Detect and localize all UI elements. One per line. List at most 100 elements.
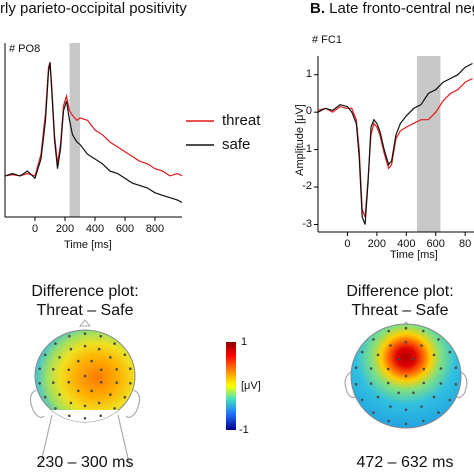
electrode-dot — [404, 408, 408, 412]
topomap-a-nose-icon — [78, 319, 92, 327]
electrode-dot — [432, 395, 436, 399]
electrode-dot — [68, 334, 71, 338]
electrode-dot — [97, 401, 101, 405]
electrode-dot — [404, 340, 408, 344]
panel-b-title: B. Late fronto-central neg — [310, 0, 474, 17]
topomap-b-left-ear-icon — [344, 371, 357, 399]
colorbar-unit-label: [μV] — [241, 380, 261, 392]
electrode-dot — [99, 414, 102, 418]
panel-a-plot — [4, 43, 183, 221]
electrode-dot — [109, 356, 112, 359]
panel-a-x-tick-label: 400 — [85, 223, 105, 235]
electrode-dot — [90, 359, 93, 363]
electrode-dot — [54, 407, 57, 410]
electrode-dot — [448, 398, 452, 402]
electrode-dot — [420, 344, 423, 347]
panel-a-threat-line — [4, 62, 183, 177]
topomap-a-head-base — [35, 410, 135, 422]
electrode-dot — [43, 353, 47, 357]
legend-threat-label: threat — [222, 112, 261, 129]
electrode-dot — [115, 368, 118, 371]
topomap-b — [344, 321, 468, 429]
electrode-dot — [387, 419, 391, 423]
topomap-a-right-ear-icon — [125, 389, 141, 418]
electrode-dot — [67, 380, 71, 384]
electrode-dot — [68, 414, 71, 418]
colorbar-max-label: 1 — [241, 336, 248, 348]
topomap-b-right-ear-icon — [455, 371, 468, 399]
panel-b-x-tick-label: 0 — [344, 238, 351, 250]
panel-b-x-tick-label: 600 — [426, 238, 445, 250]
electrode-dot — [422, 329, 425, 333]
electrode-dot — [389, 405, 392, 408]
panel-b-x-tick-label: 80 — [459, 238, 472, 250]
electrode-dot — [422, 419, 425, 423]
electrode-dot — [58, 393, 61, 396]
panel-a-x-tick-label: 0 — [31, 223, 39, 235]
electrode-dot — [113, 342, 116, 345]
panel-b-channel-label: # FC1 — [312, 34, 342, 46]
panel-b-x-axis-label: Time [ms] — [390, 249, 438, 261]
electrode-dot — [412, 357, 415, 361]
electrode-dot — [58, 356, 61, 359]
electrode-dot — [109, 393, 112, 396]
electrode-dot — [437, 411, 440, 414]
electrode-dot — [376, 395, 380, 399]
topomap-a-title-line1: Difference plot: — [31, 283, 139, 300]
electrode-dot — [77, 389, 80, 393]
electrode-dot — [404, 422, 408, 426]
electrode-dot — [83, 344, 87, 348]
electrode-dot — [439, 382, 443, 385]
colorbar-min-label: -1 — [239, 424, 249, 436]
electrode-dot — [404, 326, 408, 330]
electrode-dot — [38, 367, 41, 371]
panel-b-letter: B. — [310, 0, 325, 17]
electrode-dot — [54, 342, 57, 345]
electrode-dot — [123, 395, 127, 399]
electrode-dot — [113, 407, 116, 410]
electrode-dot — [99, 380, 103, 384]
panel-a-x-tick-label: 200 — [55, 223, 75, 235]
electrode-dot — [454, 383, 458, 386]
electrode-dot — [369, 367, 373, 370]
electrode-dot — [69, 347, 73, 351]
electrode-dot — [99, 368, 103, 372]
electrode-dot — [439, 367, 443, 370]
electrode-dot — [83, 417, 87, 420]
topomap-b-electrodes — [354, 326, 458, 426]
panel-b-y-axis-label: Amplitude [μV] — [294, 104, 306, 176]
electrode-dot — [360, 398, 364, 402]
panel-a-safe-line — [4, 62, 183, 204]
electrode-dot — [369, 382, 373, 385]
panel-b-highlight-window — [416, 56, 441, 232]
electrode-dot — [99, 334, 102, 338]
electrode-dot — [38, 382, 41, 385]
electrode-dot — [354, 383, 358, 386]
topomap-a — [29, 319, 141, 468]
colorbar — [226, 342, 236, 430]
electrode-dot — [97, 347, 101, 351]
panel-b-y-tick-label: -2 — [302, 180, 312, 193]
electrode-dot — [404, 374, 408, 378]
panel-b-x-tick-label: 400 — [397, 238, 416, 250]
electrode-dot — [90, 389, 93, 393]
electrode-dot — [69, 401, 73, 405]
panel-b-plot — [314, 56, 474, 236]
panel-b-y-tick-label: 1 — [305, 67, 312, 80]
panel-b-safe-line — [317, 62, 473, 225]
panel-b-x-tick-label: 200 — [367, 238, 387, 250]
electrode-dot — [448, 350, 452, 354]
electrode-dot — [360, 350, 364, 354]
panel-b-threat-line — [317, 77, 473, 218]
electrode-dot — [397, 391, 400, 395]
panel-b-y-tick-label: -1 — [302, 142, 312, 155]
electrode-dot — [83, 332, 87, 336]
electrode-dot — [115, 381, 118, 385]
topomap-a-neck-icon — [39, 414, 131, 468]
panel-a-x-tick-label: 800 — [145, 223, 165, 235]
electrode-dot — [376, 353, 380, 357]
electrode-dot — [52, 381, 55, 385]
topomap-b-time-range: 472 – 632 ms — [356, 454, 454, 471]
legend-safe-label: safe — [222, 136, 251, 153]
electrode-dot — [437, 338, 440, 341]
